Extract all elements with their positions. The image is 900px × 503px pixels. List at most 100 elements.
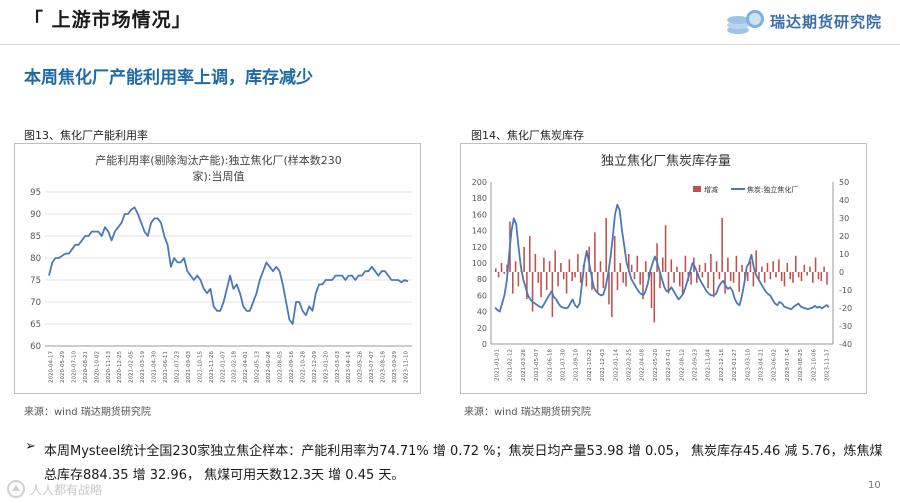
chart2-bar bbox=[517, 272, 520, 287]
chart2-bar bbox=[817, 272, 820, 280]
chart2-bar bbox=[568, 259, 571, 272]
chart2-bar bbox=[775, 272, 777, 278]
chart2-bar bbox=[560, 263, 562, 272]
chart2-bar bbox=[579, 272, 582, 283]
chart1-xtick-label: 2020-11-13 bbox=[106, 351, 112, 383]
chart2-bar bbox=[605, 218, 607, 272]
chart1-xtick-label: 2023-03-03 bbox=[335, 351, 341, 383]
chart1-xtick-label: 2023-04-14 bbox=[346, 351, 352, 383]
watermark: 人人都有战略 bbox=[6, 479, 116, 499]
chart2-bar bbox=[746, 272, 749, 281]
chart2-ytick-right-label: 30 bbox=[839, 214, 849, 223]
chart2-legend-label: 焦炭:独立焦化厂 bbox=[747, 185, 798, 194]
chart2-bar bbox=[704, 263, 707, 272]
chart2-ytick-left-label: 180 bbox=[472, 194, 487, 203]
chart1-ytick-label: 60 bbox=[30, 342, 41, 352]
chart2-xtick-label: 2022-11-04 bbox=[706, 349, 712, 381]
chart2-ytick-right-label: 0 bbox=[839, 268, 844, 277]
chart2-bar bbox=[741, 264, 743, 272]
chart2-bar bbox=[537, 272, 540, 283]
chart2-bar bbox=[526, 272, 528, 299]
chart2-bar bbox=[596, 272, 599, 294]
chart2-bar bbox=[540, 272, 542, 298]
chart1-series-line bbox=[48, 206, 409, 325]
figure-14-source: 来源：wind 瑞达期货研究院 bbox=[464, 407, 591, 418]
chart1-xtick-label: 2023-01-20 bbox=[323, 351, 329, 383]
chart1-title-line: 家):当周值 bbox=[193, 169, 245, 183]
chart2-bar bbox=[562, 272, 565, 280]
chart2-bar bbox=[557, 272, 559, 287]
page-number: 10 bbox=[868, 480, 881, 491]
figure-13-source: 来源：wind 瑞达期货研究院 bbox=[24, 407, 151, 418]
chart2-bar bbox=[761, 266, 763, 272]
chart2-bar bbox=[602, 272, 605, 289]
chart2-bar bbox=[664, 225, 667, 272]
chart2-bar bbox=[633, 272, 636, 280]
chart2-bar bbox=[806, 272, 808, 276]
chart2-xtick-label: 2021-05-07 bbox=[534, 349, 540, 381]
chart2-bar bbox=[628, 254, 630, 272]
chart2-bar bbox=[645, 261, 647, 272]
chart2-bar bbox=[599, 261, 602, 272]
chart2-bar bbox=[823, 266, 825, 272]
chart2-xtick-label: 2023-10-06 bbox=[811, 349, 817, 381]
coin-stack-icon bbox=[727, 10, 764, 34]
chart2-bar bbox=[732, 272, 735, 283]
chart2-bar bbox=[812, 272, 814, 283]
chart2-bar bbox=[608, 272, 610, 305]
chart2-bar bbox=[690, 272, 692, 285]
chart1-xtick-label: 2021-06-11 bbox=[163, 351, 169, 383]
chart2-bar bbox=[554, 250, 556, 272]
chart2-ytick-left-label: 20 bbox=[477, 324, 487, 333]
chart2-bar bbox=[763, 272, 766, 283]
chart2-bar bbox=[642, 272, 644, 299]
logo: 瑞达期货研究院 bbox=[724, 6, 894, 36]
chart2-bar bbox=[653, 272, 656, 323]
chart2-xtick-label: 2023-03-10 bbox=[745, 349, 751, 381]
chart2-bar bbox=[679, 272, 681, 287]
chart1-xtick-label: 2023-11-10 bbox=[404, 351, 410, 383]
chart2-bar bbox=[735, 255, 738, 272]
logo-text: 瑞达期货研究院 bbox=[770, 13, 883, 31]
chart2-ytick-left-label: 80 bbox=[477, 275, 487, 284]
chart2-bar bbox=[529, 236, 531, 272]
chart2-bar bbox=[681, 272, 684, 294]
chart2-bar bbox=[766, 263, 769, 272]
chart2-bar bbox=[565, 272, 568, 294]
section-title: 「 上游市场情况」 bbox=[24, 9, 192, 31]
chart1-xtick-label: 2021-02-05 bbox=[129, 351, 135, 383]
chart2-ytick-left-label: 200 bbox=[472, 178, 487, 187]
chart2-bar bbox=[543, 257, 545, 272]
chart2-bar bbox=[639, 272, 641, 285]
chart2-xtick-label: 2023-04-21 bbox=[759, 349, 765, 381]
chart2-bar bbox=[738, 272, 740, 292]
chart2-bar bbox=[789, 272, 791, 280]
chart2-bar bbox=[800, 272, 803, 281]
chart1-xtick-label: 2022-10-28 bbox=[300, 351, 306, 383]
chart2-bar bbox=[514, 261, 517, 272]
chart2-ytick-left-label: 60 bbox=[477, 291, 487, 300]
chart2-bar bbox=[721, 218, 723, 272]
chart2-bar bbox=[571, 272, 573, 281]
watermark-logo-icon bbox=[7, 480, 25, 498]
chart2-bar bbox=[656, 243, 658, 272]
figure-13-label: 图13、焦化厂产能利用率 bbox=[24, 129, 148, 142]
chart2-bar bbox=[803, 264, 806, 272]
chart1-xtick-label: 2020-05-29 bbox=[60, 351, 66, 383]
chart2-bar bbox=[622, 272, 624, 283]
chart1-xtick-label: 2022-04-01 bbox=[243, 351, 249, 383]
chart2-ytick-right-label: 50 bbox=[839, 178, 849, 187]
chart2-bar bbox=[752, 272, 755, 287]
chart1-xtick-label: 2022-09-16 bbox=[289, 351, 295, 383]
chart2-legend-label: 增减 bbox=[704, 185, 718, 194]
chart-capacity-frame: 产能利用率(剔除淘汰产能):独立焦化厂(样本数230 家):当周值 60 65 70 75… bbox=[14, 143, 421, 394]
chart2-bar bbox=[636, 255, 639, 272]
chart2-xtick-label: 2022-08-12 bbox=[679, 349, 685, 381]
chart2-xtick-label: 2022-12-16 bbox=[719, 349, 725, 381]
chart2-bar bbox=[630, 264, 633, 272]
chart2-xtick-label: 2023-08-25 bbox=[798, 349, 804, 381]
chart2-bar bbox=[684, 255, 687, 272]
chart2-xtick-label: 2021-06-18 bbox=[547, 349, 553, 381]
chart2-ytick-right-label: -10 bbox=[839, 286, 852, 295]
